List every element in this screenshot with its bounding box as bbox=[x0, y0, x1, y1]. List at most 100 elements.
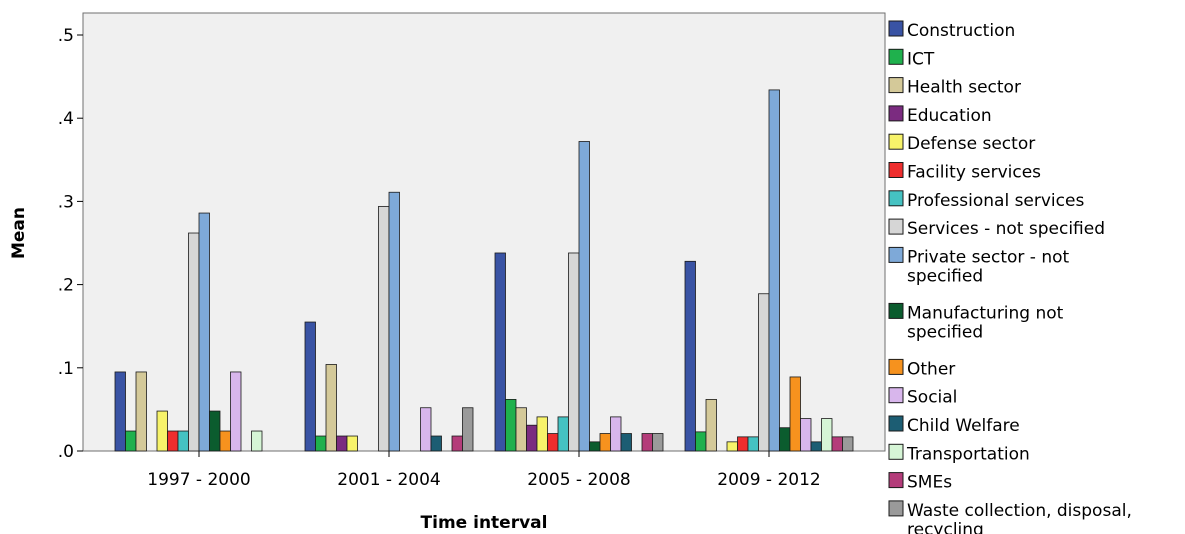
legend-label-13: Transportation bbox=[906, 444, 1030, 464]
bar-0-5 bbox=[167, 430, 179, 452]
legend-swatch-4 bbox=[888, 133, 904, 150]
bar-3-1 bbox=[695, 431, 707, 452]
x-tick-label-0: 1997 - 2000 bbox=[147, 470, 250, 490]
bar-3-12 bbox=[810, 441, 822, 452]
y-tick-label-4: .4 bbox=[58, 109, 74, 129]
legend-swatch-3 bbox=[888, 105, 904, 122]
bar-3-9 bbox=[779, 427, 791, 452]
bar-1-2 bbox=[325, 364, 337, 452]
bar-0-8 bbox=[198, 212, 210, 452]
plot-background bbox=[82, 12, 886, 452]
bar-2-11 bbox=[610, 416, 622, 452]
y-axis-title: Mean bbox=[9, 207, 29, 259]
bar-3-6 bbox=[747, 436, 759, 452]
bar-0-11 bbox=[230, 371, 242, 452]
y-tick-label-1: .1 bbox=[58, 359, 74, 379]
legend-swatch-2 bbox=[888, 77, 904, 94]
bar-3-5 bbox=[737, 436, 749, 452]
bar-3-10 bbox=[789, 376, 801, 452]
bar-0-13 bbox=[251, 430, 263, 452]
bar-0-2 bbox=[135, 371, 147, 452]
bar-3-14 bbox=[831, 436, 843, 452]
bar-0-0 bbox=[114, 371, 126, 452]
bar-2-3 bbox=[526, 424, 538, 452]
legend-swatch-8 bbox=[888, 246, 904, 263]
bar-1-15 bbox=[462, 407, 474, 452]
bar-2-4 bbox=[536, 416, 548, 452]
legend-swatch-14 bbox=[888, 472, 904, 489]
legend-swatch-1 bbox=[888, 48, 904, 65]
bar-3-7 bbox=[758, 293, 770, 452]
y-tick-label-2: .2 bbox=[58, 276, 74, 296]
bar-1-3 bbox=[336, 435, 348, 452]
legend-label-12: Child Welfare bbox=[907, 416, 1020, 436]
legend-label-0: Construction bbox=[907, 21, 1015, 41]
bar-1-8 bbox=[388, 191, 400, 452]
legend-label-7: Services - not specified bbox=[907, 219, 1105, 239]
bar-1-11 bbox=[420, 407, 432, 452]
bar-2-8 bbox=[578, 141, 590, 452]
bar-1-4 bbox=[346, 435, 358, 452]
bar-2-2 bbox=[515, 407, 527, 452]
bar-2-5 bbox=[547, 433, 559, 452]
bars bbox=[114, 89, 854, 452]
y-tick-label-0: .0 bbox=[58, 442, 74, 462]
bar-0-4 bbox=[156, 410, 168, 452]
legend-swatch-11 bbox=[888, 387, 904, 404]
bar-3-15 bbox=[842, 436, 854, 452]
legend-label-3: Education bbox=[907, 106, 992, 126]
x-tick-label-3: 2009 - 2012 bbox=[717, 470, 820, 490]
bar-1-0 bbox=[304, 321, 316, 452]
bar-3-2 bbox=[705, 399, 717, 452]
legend-label-9: Manufacturing not specified bbox=[907, 303, 1064, 342]
legend-label-14: SMEs bbox=[907, 473, 952, 493]
bar-3-11 bbox=[800, 418, 812, 452]
bar-2-12 bbox=[620, 433, 632, 452]
legend-swatch-12 bbox=[888, 415, 904, 432]
bar-2-1 bbox=[505, 399, 517, 452]
bar-1-12 bbox=[430, 435, 442, 452]
bar-1-14 bbox=[451, 435, 463, 452]
bar-0-7 bbox=[188, 232, 200, 452]
legend-label-5: Facility services bbox=[907, 163, 1041, 183]
legend-swatch-6 bbox=[888, 190, 904, 207]
bar-3-4 bbox=[726, 441, 738, 452]
bar-2-6 bbox=[557, 416, 569, 452]
legend-swatch-10 bbox=[888, 358, 904, 375]
legend-label-4: Defense sector bbox=[907, 134, 1035, 154]
legend-swatch-0 bbox=[888, 20, 904, 37]
legend-label-8: Private sector - not specified bbox=[907, 247, 1070, 286]
x-tick-label-1: 2001 - 2004 bbox=[337, 470, 440, 490]
bar-3-8 bbox=[768, 89, 780, 452]
bar-2-14 bbox=[641, 433, 653, 452]
bar-0-6 bbox=[177, 430, 189, 452]
bar-1-7 bbox=[378, 205, 390, 452]
legend-label-1: ICT bbox=[907, 49, 935, 69]
legend-swatch-13 bbox=[888, 443, 904, 460]
bar-0-10 bbox=[219, 430, 231, 452]
bar-0-1 bbox=[125, 430, 137, 452]
bar-2-0 bbox=[494, 252, 506, 452]
legend-swatch-7 bbox=[888, 218, 904, 235]
y-tick-label-3: .3 bbox=[58, 192, 74, 212]
legend-swatch-9 bbox=[888, 302, 904, 319]
x-tick-label-2: 2005 - 2008 bbox=[527, 470, 630, 490]
x-axis-title: Time interval bbox=[421, 513, 548, 533]
bar-3-0 bbox=[684, 260, 696, 452]
y-tick-label-5: .5 bbox=[58, 26, 74, 46]
legend-label-10: Other bbox=[907, 359, 955, 379]
y-axis: .0 .1 .2 .3 .4 .5 bbox=[58, 26, 83, 462]
bar-2-7 bbox=[568, 252, 580, 452]
bar-0-9 bbox=[209, 410, 221, 452]
legend-swatch-15 bbox=[888, 500, 904, 517]
legend-swatch-5 bbox=[888, 162, 904, 178]
legend-label-6: Professional services bbox=[907, 191, 1084, 211]
bar-1-1 bbox=[315, 435, 327, 452]
legend-label-11: Social bbox=[907, 388, 957, 408]
legend-label-15: Waste collection, disposal, recycling bbox=[907, 501, 1132, 534]
bar-2-15 bbox=[652, 433, 664, 452]
bar-2-10 bbox=[599, 433, 611, 452]
legend-label-2: Health sector bbox=[907, 78, 1021, 98]
x-axis: 1997 - 2000 2001 - 2004 2005 - 2008 2009 - … bbox=[147, 451, 821, 490]
